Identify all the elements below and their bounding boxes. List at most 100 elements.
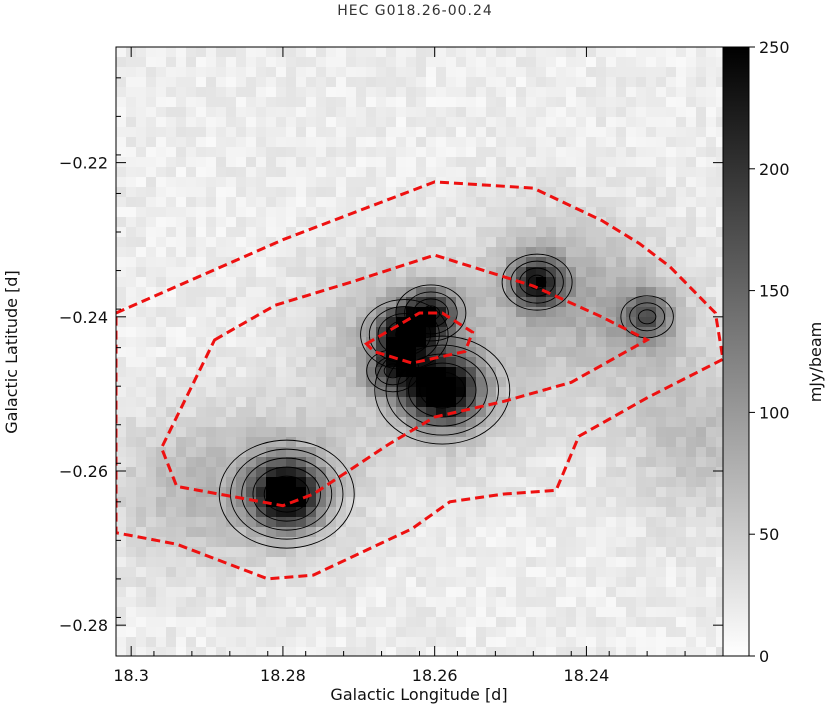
map-cell [356,457,367,468]
map-cell [196,627,207,638]
map-cell [426,127,437,138]
map-cell [556,217,567,228]
map-cell [686,57,697,68]
map-cell [256,587,267,598]
map-cell [436,317,447,328]
map-cell [246,127,257,138]
map-cell [626,397,637,408]
contour-ring [366,349,420,393]
map-cell [496,67,507,78]
region-inner [159,253,651,508]
map-cell [176,197,187,208]
map-cell [206,107,217,118]
map-cell [386,527,397,538]
map-cell [646,427,657,438]
map-cell [176,487,187,498]
map-cell [596,467,607,478]
map-cell [396,437,407,448]
map-cell [356,107,367,118]
map-cell [306,187,317,198]
map-cell [236,287,247,298]
map-cell [526,197,537,208]
map-cell [356,467,367,478]
map-cell [606,267,617,278]
map-cell [216,167,227,178]
map-cell [276,547,287,558]
map-cell [366,517,377,528]
map-cell [146,297,157,308]
map-cell [336,207,347,218]
map-cell [516,307,527,318]
map-cell [446,247,457,258]
map-cell [566,637,577,648]
map-cell [536,87,547,98]
map-cell [326,67,337,78]
map-cell [316,177,327,188]
colorbar-tick-label: 150 [759,282,790,301]
map-cell [266,117,277,128]
map-cell [576,117,587,128]
map-cell [186,277,197,288]
map-cell [386,417,397,428]
map-cell [306,247,317,258]
map-cell [586,137,597,148]
map-cell [166,87,177,98]
map-cell [256,377,267,388]
map-cell [666,327,677,338]
map-cell [116,417,127,428]
map-cell [206,87,217,98]
map-cell [446,567,457,578]
map-cell [646,437,657,448]
map-cell [376,177,387,188]
map-cell [236,437,247,448]
map-cell [196,477,207,488]
map-cell [576,617,587,628]
map-cell [436,57,447,68]
map-cell [346,357,357,368]
map-cell [446,107,457,118]
map-cell [236,357,247,368]
map-cell [716,477,723,488]
map-cell [336,277,347,288]
map-cell [556,487,567,498]
map-cell [116,67,127,78]
map-cell [366,457,377,468]
map-cell [606,167,617,178]
map-cell [156,387,167,398]
map-cell [306,337,317,348]
map-cell [646,387,657,398]
map-cell [626,247,637,258]
map-cell [656,167,667,178]
map-cell [356,197,367,208]
map-cell [206,507,217,518]
map-cell [586,67,597,78]
map-cell [546,547,557,558]
map-cell [536,277,547,288]
map-cell [206,177,217,188]
map-cell [716,507,723,518]
map-cell [706,267,717,278]
map-cell [566,307,577,318]
map-cell [626,337,637,348]
map-cell [566,67,577,78]
map-cell [386,357,397,368]
map-cell [546,297,557,308]
map-cell [416,337,427,348]
map-cell [666,207,677,218]
map-cell [546,57,557,68]
map-cell [706,107,717,118]
map-cell [176,97,187,108]
map-cell [666,507,677,518]
map-cell [386,207,397,218]
map-cell [586,397,597,408]
map-cell [116,437,127,448]
map-cell [526,597,537,608]
map-cell [676,287,687,298]
map-cell [386,257,397,268]
map-cell [596,107,607,118]
map-cell [376,467,387,478]
map-cell [406,77,417,88]
map-cell [176,407,187,418]
map-cell [306,217,317,228]
map-cell [476,137,487,148]
